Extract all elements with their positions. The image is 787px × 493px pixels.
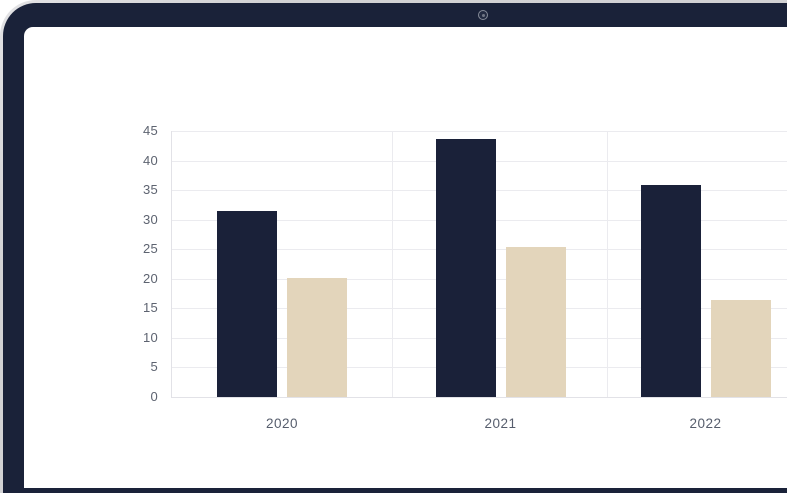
y-axis-tick-label: 35 — [142, 182, 158, 198]
bar-2022-navy-series — [640, 185, 701, 397]
y-axis-tick-label: 0 — [150, 389, 158, 404]
horizontal-gridline — [171, 131, 787, 132]
y-axis-tick-label: 15 — [142, 300, 158, 316]
bar-2022-beige-series — [710, 300, 771, 397]
bar-2020-beige-series — [287, 278, 347, 397]
vertical-gridline — [392, 131, 393, 397]
y-axis-tick-label: 5 — [150, 359, 158, 375]
x-axis-category-label: 2022 — [689, 416, 722, 431]
y-axis-line — [171, 131, 172, 397]
y-axis-tick-label: 20 — [142, 270, 158, 286]
x-axis-line — [171, 397, 787, 398]
vertical-gridline — [607, 131, 608, 397]
x-axis-category-label: 2020 — [265, 416, 299, 431]
bar-2021-navy-series — [435, 139, 496, 397]
y-axis-tick-label: 10 — [142, 329, 158, 345]
webcam-lens-dot — [481, 13, 485, 17]
bar-2021-beige-series — [505, 247, 566, 397]
webcam-icon — [478, 10, 488, 20]
y-axis-tick-label: 45 — [142, 123, 158, 138]
y-axis-tick-label: 40 — [142, 152, 158, 168]
y-axis-tick-label: 30 — [142, 211, 158, 227]
x-axis-category-label: 2021 — [484, 416, 517, 431]
y-axis-tick-label: 25 — [142, 241, 158, 257]
bar-2020-navy-series — [217, 211, 277, 397]
